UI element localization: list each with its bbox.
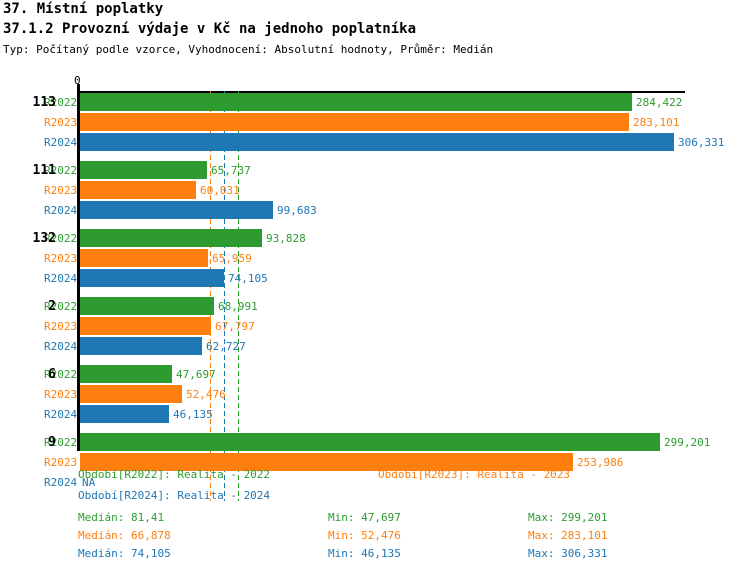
series-label-r2024: R2024 — [44, 272, 78, 285]
median-line-r2024 — [224, 91, 225, 501]
bar-value-label: 283,101 — [633, 116, 680, 129]
bar-value-label: 47,697 — [176, 368, 216, 381]
bar[interactable] — [80, 229, 262, 247]
series-label-r2024: R2024 — [44, 476, 78, 489]
y-axis-line — [77, 84, 80, 451]
bar-value-label: 46,135 — [173, 408, 213, 421]
series-label-r2022: R2022 — [44, 300, 78, 313]
bar[interactable] — [80, 365, 172, 383]
stat-max: Max: 299,201 — [528, 511, 608, 524]
stat-median: Medián: 74,105 — [78, 547, 171, 560]
stat-min: Min: 46,135 — [328, 547, 401, 560]
bar-value-na: NA — [82, 476, 96, 489]
stat-max: Max: 283,101 — [528, 529, 608, 542]
bar-value-label: 65,737 — [211, 164, 251, 177]
bar[interactable] — [80, 133, 674, 151]
legend-item[interactable]: Období[R2024]: Realita - 2024 — [78, 489, 271, 502]
category-label: 2 — [48, 299, 56, 314]
plot-area: 0 284,422 R2022 283,101 R2023 306,331 R2024 65… — [32, 74, 725, 501]
bar-value-label: 99,683 — [277, 204, 317, 217]
series-label-r2023: R2023 — [44, 116, 78, 129]
bar-value-label: 60,031 — [200, 184, 240, 197]
series-label-r2023: R2023 — [44, 320, 78, 333]
median-line-r2023 — [210, 91, 211, 501]
series-label-r2023: R2023 — [44, 456, 78, 469]
x-axis-zero-tick: 0 — [74, 74, 81, 87]
bar[interactable] — [80, 433, 660, 451]
bar-value-label: 253,986 — [577, 456, 624, 469]
bar-value-label: 74,105 — [228, 272, 268, 285]
series-label-r2022: R2022 — [44, 368, 78, 381]
stat-min: Min: 52,476 — [328, 529, 401, 542]
category-label: 9 — [48, 435, 56, 450]
bar[interactable] — [80, 181, 196, 199]
bar[interactable] — [80, 249, 208, 267]
series-label-r2024: R2024 — [44, 136, 78, 149]
bar[interactable] — [80, 113, 629, 131]
bar-value-label: 68,991 — [218, 300, 258, 313]
bar-value-label: 284,422 — [636, 96, 683, 109]
chart-title: 37.1.2 Provozní výdaje v Kč na jednoho p… — [3, 21, 417, 37]
category-label: 111 — [32, 163, 56, 178]
series-label-r2022: R2022 — [44, 96, 78, 109]
legend-item[interactable]: Období[R2022]: Realita - 2022 — [78, 468, 271, 481]
bar[interactable] — [80, 453, 573, 471]
bar-value-label: 62,727 — [206, 340, 246, 353]
legend-item[interactable]: Období[R2023]: Realita - 2023 — [378, 468, 571, 481]
series-label-r2023: R2023 — [44, 184, 78, 197]
stat-median: Medián: 66,878 — [78, 529, 171, 542]
bar[interactable] — [80, 201, 273, 219]
category-label: 113 — [32, 95, 56, 110]
bar[interactable] — [80, 93, 632, 111]
bar[interactable] — [80, 337, 202, 355]
series-label-r2022: R2022 — [44, 164, 78, 177]
bar-value-label: 65,959 — [212, 252, 252, 265]
page-title: 37. Místní poplatky — [3, 1, 164, 17]
bar[interactable] — [80, 405, 169, 423]
stat-min: Min: 47,697 — [328, 511, 401, 524]
stat-median: Medián: 81,41 — [78, 511, 165, 524]
series-label-r2024: R2024 — [44, 340, 78, 353]
series-label-r2024: R2024 — [44, 204, 78, 217]
x-axis-line — [78, 91, 685, 93]
bar-value-label: 67,797 — [215, 320, 255, 333]
chart-meta: Typ: Počítaný podle vzorce, Vyhodnocení:… — [3, 43, 494, 56]
category-label: 132 — [32, 231, 56, 246]
series-label-r2023: R2023 — [44, 252, 78, 265]
bar-value-label: 93,828 — [266, 232, 306, 245]
series-label-r2022: R2022 — [44, 232, 78, 245]
bar-value-label: 299,201 — [664, 436, 711, 449]
bar[interactable] — [80, 385, 182, 403]
bar-value-label: 52,476 — [186, 388, 226, 401]
category-label: 6 — [48, 367, 56, 382]
bar[interactable] — [80, 269, 224, 287]
bar[interactable] — [80, 161, 207, 179]
series-label-r2024: R2024 — [44, 408, 78, 421]
bar-value-label: 306,331 — [678, 136, 725, 149]
series-label-r2022: R2022 — [44, 436, 78, 449]
stat-max: Max: 306,331 — [528, 547, 608, 560]
median-line-r2022 — [238, 91, 239, 501]
bar[interactable] — [80, 297, 214, 315]
series-label-r2023: R2023 — [44, 388, 78, 401]
bar[interactable] — [80, 317, 211, 335]
